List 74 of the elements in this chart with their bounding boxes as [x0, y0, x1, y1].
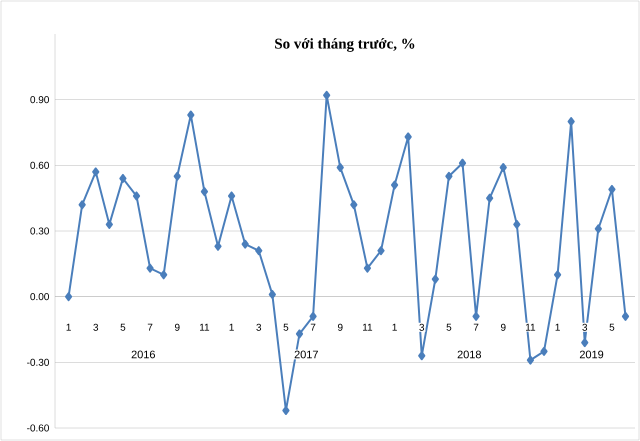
- x-tick-label: 5: [610, 324, 614, 331]
- point: [418, 351, 426, 360]
- point: [445, 172, 453, 181]
- x-tick-label: 5: [446, 324, 452, 331]
- annotation: 2019: [580, 350, 604, 358]
- point: [214, 242, 222, 251]
- point: [200, 187, 208, 196]
- point: [119, 174, 127, 183]
- x-tick-label: 1: [556, 324, 560, 331]
- point: [242, 240, 249, 249]
- x-tick-label: 9: [338, 324, 343, 331]
- annotation: 2016: [132, 350, 155, 358]
- point: [106, 220, 113, 229]
- point: [323, 90, 330, 100]
- point: [472, 312, 480, 321]
- annotation: 2018: [458, 350, 481, 358]
- y-tick-label: 0.30: [30, 227, 49, 235]
- point: [404, 132, 412, 142]
- point: [554, 270, 562, 280]
- point: [513, 220, 520, 229]
- y-tick-label: 0.00: [30, 293, 49, 300]
- x-tick-label: 5: [120, 324, 126, 331]
- point: [64, 292, 72, 302]
- x-tick-label: 7: [474, 324, 478, 331]
- x-tick-label: 3: [93, 324, 98, 331]
- point: [486, 194, 494, 203]
- y-tick-label: 0.90: [30, 96, 49, 104]
- y-tick-label: -0.60: [27, 424, 49, 432]
- point: [390, 180, 398, 190]
- x-tick-label: 5: [284, 324, 288, 331]
- point: [187, 110, 194, 120]
- annotation: 2017: [294, 350, 318, 358]
- point: [336, 163, 344, 172]
- point: [282, 406, 290, 415]
- point: [581, 338, 588, 348]
- point: [500, 163, 507, 172]
- y-tick-label: -0.30: [27, 358, 49, 366]
- point: [255, 246, 262, 256]
- x-tick-label: 1: [230, 324, 234, 331]
- x-tick-label: 11: [200, 324, 210, 331]
- point: [78, 200, 86, 210]
- x-tick-label: 7: [148, 324, 152, 331]
- x-tick-label: 1: [392, 324, 397, 331]
- point: [160, 270, 168, 280]
- x-tick-label: 3: [419, 324, 424, 331]
- point: [92, 167, 100, 176]
- x-tick-label: 1: [66, 324, 71, 331]
- y-tick-label: 0.60: [30, 162, 49, 169]
- point: [174, 172, 181, 181]
- chart-title: So với tháng trước, %: [275, 38, 414, 52]
- point: [377, 246, 385, 256]
- point: [432, 274, 439, 284]
- point: [309, 312, 317, 321]
- point: [594, 224, 602, 234]
- point: [146, 264, 154, 273]
- point: [526, 356, 534, 365]
- point: [350, 200, 358, 210]
- x-tick-label: 9: [500, 324, 506, 331]
- x-tick-label: 3: [582, 324, 588, 331]
- point: [568, 117, 575, 126]
- point: [540, 346, 548, 356]
- x-tick-label: 9: [174, 324, 180, 331]
- point: [268, 290, 276, 299]
- point: [132, 191, 140, 200]
- point: [364, 264, 372, 273]
- point: [608, 184, 616, 194]
- point: [228, 191, 236, 200]
- point: [296, 329, 304, 338]
- point: [622, 312, 630, 321]
- x-tick-label: 7: [310, 324, 316, 331]
- point: [458, 158, 466, 168]
- x-tick-label: 3: [256, 324, 262, 331]
- x-tick-label: 11: [363, 324, 372, 331]
- x-tick-label: 11: [526, 324, 536, 331]
